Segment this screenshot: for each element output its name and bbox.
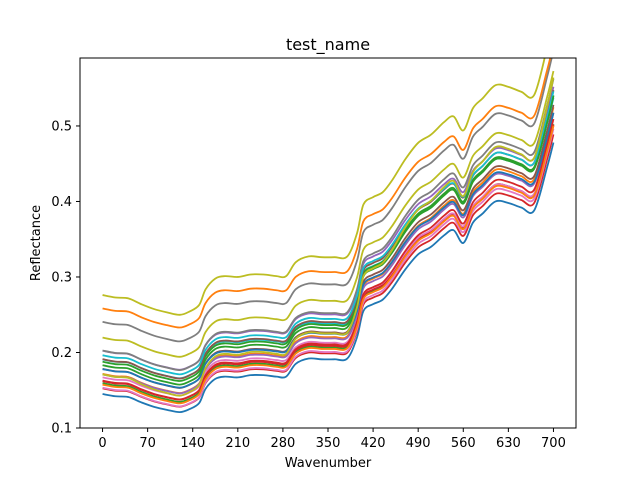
- series-line-s20: [102, 91, 555, 376]
- series-group: [102, 58, 555, 414]
- x-tick-label: 700: [541, 436, 566, 451]
- x-tick-label: 420: [361, 436, 386, 451]
- series-line-s23: [102, 125, 555, 405]
- series-line-s7: [102, 128, 555, 408]
- x-tick-label: 140: [180, 436, 205, 451]
- x-tick-label: 280: [270, 436, 295, 451]
- x-tick-label: 210: [225, 436, 250, 451]
- series-line-s22: [102, 95, 555, 386]
- series-line-s19: [102, 70, 555, 358]
- x-tick-label: 70: [139, 436, 156, 451]
- series-line-s18: [102, 78, 555, 372]
- series-line-s5: [102, 112, 555, 395]
- x-tick-label: 0: [98, 436, 106, 451]
- series-line-s8: [102, 58, 553, 343]
- x-axis: 0 70 140 210 280 350 420 490 560 630 700: [98, 428, 566, 451]
- series-line-s12: [102, 58, 552, 329]
- series-line-s13: [102, 95, 555, 382]
- chart-title: test_name: [286, 35, 370, 55]
- y-tick-label: 0.5: [51, 119, 72, 134]
- y-tick-label: 0.3: [51, 270, 72, 285]
- x-tick-label: 630: [496, 436, 521, 451]
- y-axis: 0.1 0.2 0.3 0.4 0.5: [51, 119, 80, 437]
- x-tick-label: 560: [451, 436, 476, 451]
- x-tick-label: 350: [316, 436, 341, 451]
- series-line-s1: [102, 142, 555, 414]
- x-tick-label: 490: [406, 436, 431, 451]
- y-axis-label: Reflectance: [29, 205, 44, 281]
- series-line-s21: [102, 118, 555, 401]
- series-line-s24: [102, 77, 555, 397]
- series-line-s9: [102, 58, 546, 316]
- y-tick-label: 0.1: [51, 422, 72, 437]
- y-tick-label: 0.2: [51, 346, 72, 361]
- x-axis-label: Wavenumber: [285, 456, 372, 471]
- y-tick-label: 0.4: [51, 195, 72, 210]
